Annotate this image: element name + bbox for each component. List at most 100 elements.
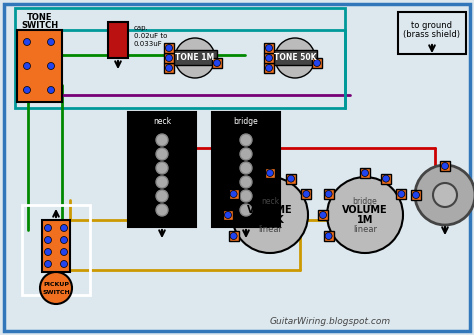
Bar [360,168,370,178]
Circle shape [240,176,252,188]
Bar [318,210,328,220]
Text: 1M: 1M [357,215,373,225]
Circle shape [165,45,173,52]
Bar [398,12,466,54]
Circle shape [61,249,67,256]
Text: SWITCH: SWITCH [21,21,58,30]
Circle shape [61,261,67,268]
Circle shape [398,191,405,198]
Bar [108,22,128,58]
Circle shape [47,39,55,46]
Text: bridge: bridge [353,197,377,205]
Circle shape [275,38,315,78]
Circle shape [412,192,419,199]
Circle shape [24,39,30,46]
Text: to ground: to ground [411,21,453,30]
Text: PICKUP: PICKUP [43,281,69,286]
Bar [264,63,274,73]
Circle shape [156,162,168,174]
Bar [396,189,406,199]
Circle shape [47,86,55,93]
Circle shape [362,170,368,177]
Text: bridge: bridge [234,117,258,126]
Text: cap.: cap. [134,25,149,31]
Circle shape [441,162,448,170]
Bar [273,50,317,65]
Text: VOLUME: VOLUME [247,205,293,215]
Circle shape [415,165,474,225]
Circle shape [45,224,52,231]
Circle shape [175,38,215,78]
Circle shape [40,272,72,304]
Text: (brass shield): (brass shield) [403,29,461,39]
Bar [173,50,217,65]
Circle shape [240,190,252,202]
Bar [264,43,274,53]
Circle shape [156,190,168,202]
Bar [228,231,238,241]
Circle shape [24,63,30,69]
Bar [324,189,334,199]
Bar [15,8,345,108]
Text: linear: linear [258,225,282,234]
Circle shape [61,224,67,231]
Text: 0.033uF: 0.033uF [134,41,163,47]
Bar [223,210,233,220]
Circle shape [225,211,231,218]
Text: neck: neck [261,197,279,205]
Circle shape [288,175,294,182]
Text: TONE: TONE [27,13,52,22]
Bar [22,205,90,295]
Circle shape [265,55,273,62]
Circle shape [156,176,168,188]
Circle shape [265,65,273,71]
Circle shape [383,175,390,182]
Bar [164,43,174,53]
Circle shape [45,249,52,256]
Text: 500K: 500K [256,215,284,225]
Bar [42,220,70,272]
Circle shape [240,204,252,216]
Bar [381,174,391,184]
Text: TONE 1M: TONE 1M [175,53,215,62]
Circle shape [230,191,237,198]
Circle shape [325,232,332,240]
Circle shape [433,183,457,207]
Bar [265,168,275,178]
Circle shape [303,191,310,198]
Circle shape [327,177,403,253]
Circle shape [61,237,67,244]
Bar [128,112,196,227]
Circle shape [240,134,252,146]
Circle shape [266,170,273,177]
Circle shape [319,211,327,218]
Bar [286,174,296,184]
Text: neck: neck [153,117,171,126]
Text: 0.02uF to: 0.02uF to [134,33,167,39]
Circle shape [325,191,332,198]
Bar [264,53,274,63]
Circle shape [240,148,252,160]
Bar [17,30,62,102]
Circle shape [232,177,308,253]
Bar [324,231,334,241]
Bar [411,190,421,200]
Circle shape [230,232,237,240]
Circle shape [24,86,30,93]
Bar [164,63,174,73]
Text: SWITCH: SWITCH [42,289,70,294]
Bar [440,161,450,171]
Text: GuitarWiring.blogspot.com: GuitarWiring.blogspot.com [269,318,391,327]
Bar [164,53,174,63]
Circle shape [156,148,168,160]
Circle shape [165,65,173,71]
Bar [312,58,322,68]
Text: linear: linear [353,225,377,234]
Circle shape [47,63,55,69]
Circle shape [45,237,52,244]
Circle shape [213,60,220,67]
Bar [301,189,311,199]
Bar [228,189,238,199]
Circle shape [265,45,273,52]
Circle shape [240,162,252,174]
